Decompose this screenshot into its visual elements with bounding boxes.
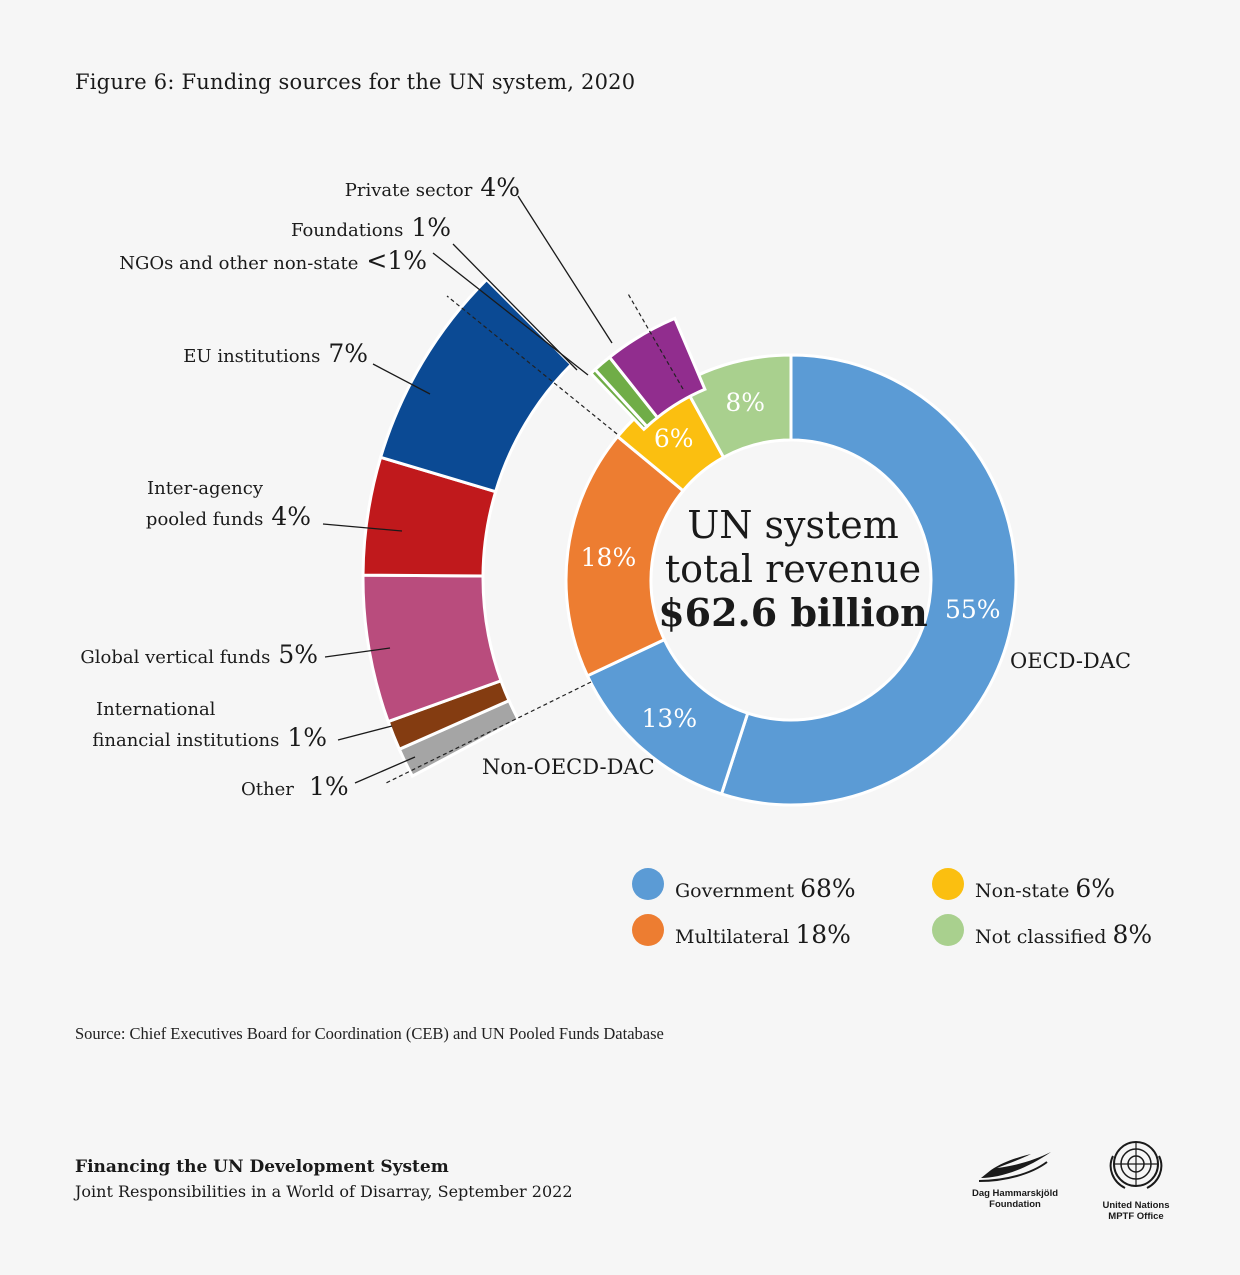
leader-line <box>337 725 393 741</box>
legend-value: 8% <box>1112 920 1153 949</box>
leader-line <box>354 756 416 784</box>
outer-ring <box>361 277 707 779</box>
legend-swatch-government <box>632 868 664 900</box>
center-total: $62.6 billion <box>658 590 928 635</box>
slice-eu-institutions <box>378 277 574 494</box>
label-inter-agency: pooled funds 4% <box>146 502 311 531</box>
leader-line <box>372 363 431 395</box>
inner-ring <box>564 353 1018 807</box>
logo-caption: MPTF Office <box>1108 1211 1164 1222</box>
legend-value: 18% <box>795 920 851 949</box>
label-private-sector: Private sector 4% <box>345 173 520 202</box>
leader-lines <box>322 195 613 784</box>
label-inter-agency-line1: Inter-agency <box>147 478 264 499</box>
legend-label: Multilateral <box>675 926 790 948</box>
center-line2: total revenue <box>665 547 921 591</box>
breakdown-guides <box>383 291 684 785</box>
legend-swatch-nonstate <box>932 868 964 900</box>
dag-hammarskjold-logo: Dag Hammarskjöld Foundation <box>955 1148 1075 1210</box>
slice-value-label: 8% <box>725 388 765 417</box>
slice-value-label: 18% <box>581 543 637 572</box>
logo-caption: Foundation <box>989 1199 1041 1210</box>
un-mptf-logo: United Nations MPTF Office <box>1088 1136 1184 1222</box>
slice-value-label: 55% <box>945 595 1001 624</box>
slice-oecd-dac <box>719 353 1018 807</box>
legend-swatch-notclassified <box>932 914 964 946</box>
slice-value-label: 13% <box>642 704 698 733</box>
label-other: Other <box>241 779 294 800</box>
guide-line <box>446 295 618 435</box>
label-oecd-dac: OECD-DAC <box>1010 649 1131 673</box>
label-foundations: Foundations 1% <box>291 213 451 242</box>
center-line1: UN system <box>687 503 899 547</box>
leader-line <box>324 647 391 658</box>
label-non-oecd-dac: Non-OECD-DAC <box>482 755 655 779</box>
label-global-vertical-funds: Global vertical funds 5% <box>80 640 318 669</box>
figure-title: Figure 6: Funding sources for the UN sys… <box>75 70 636 94</box>
label-ngos: NGOs and other non-state <1% <box>119 246 427 275</box>
leader-line <box>452 243 578 371</box>
un-emblem-icon <box>1109 1141 1163 1189</box>
guide-line <box>626 291 684 390</box>
legend-label: Not classified <box>975 926 1107 948</box>
legend-value: 6% <box>1075 874 1116 903</box>
leaf-icon <box>978 1152 1051 1182</box>
legend-label: Non-state <box>975 880 1070 902</box>
leader-line <box>322 523 403 532</box>
label-ifi-line1: International <box>96 699 216 720</box>
slice-value-label: 6% <box>654 424 694 453</box>
footer-title: Financing the UN Development System <box>75 1157 449 1177</box>
guide-line <box>383 681 592 785</box>
donut-chart: 55% 13% 18% 6% 8% Private sector 4% Foundation… <box>80 173 1131 807</box>
legend-swatch-multilateral <box>632 914 664 946</box>
footer-subtitle: Joint Responsibilities in a World of Dis… <box>75 1182 573 1201</box>
slice-notclassified <box>680 353 793 460</box>
logo-caption: Dag Hammarskjöld <box>971 1188 1059 1199</box>
logo-caption: United Nations <box>1102 1200 1170 1211</box>
label-ifi: financial institutions 1% <box>92 723 327 752</box>
label-other-pct: 1% <box>309 772 349 801</box>
chart-labels: 55% 13% 18% 6% 8% Private sector 4% Foundation… <box>80 173 1131 801</box>
label-eu-institutions: EU institutions 7% <box>183 339 368 368</box>
source-note: Source: Chief Executives Board for Coord… <box>75 1024 664 1043</box>
leader-line <box>517 195 613 344</box>
slice-private-sector <box>607 316 707 420</box>
legend-value: 68% <box>800 874 856 903</box>
legend-label: Government <box>675 880 795 902</box>
